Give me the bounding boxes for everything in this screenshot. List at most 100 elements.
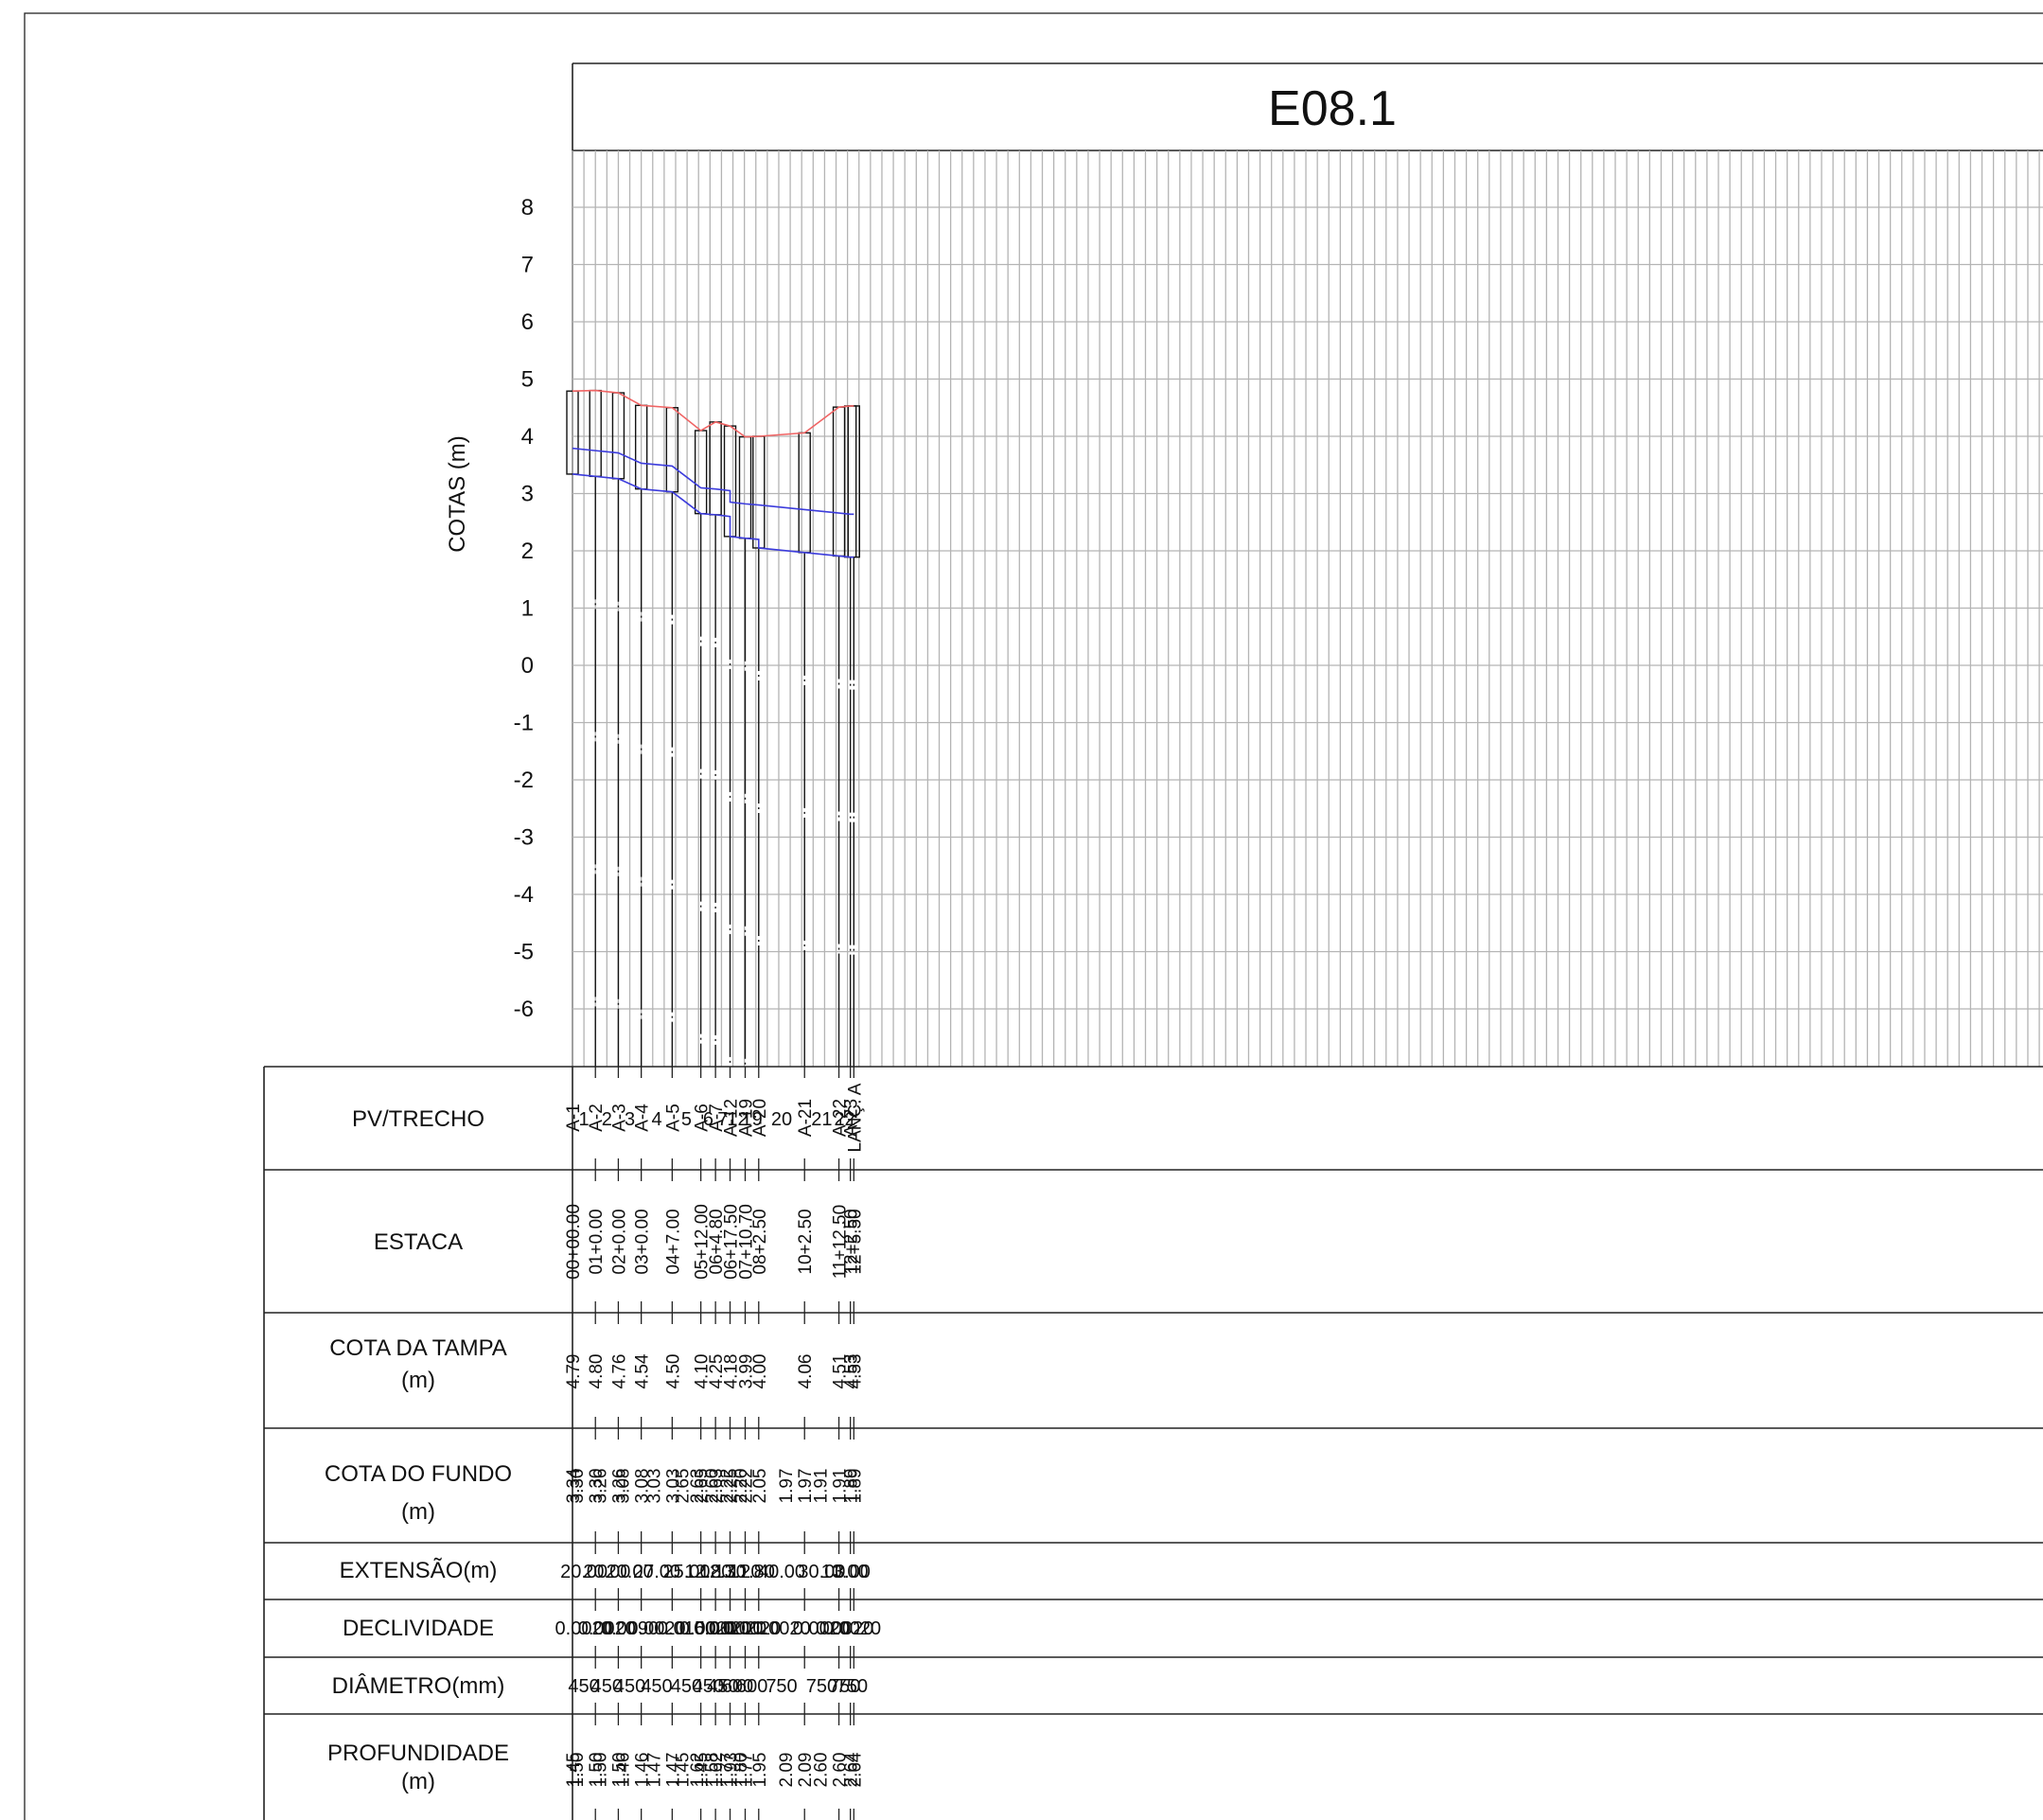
cota-fundo-value: 1.91 [812, 1469, 832, 1504]
cota-tampa-value: 4.00 [750, 1354, 770, 1389]
estaca-value: 11+12.50 [831, 1205, 851, 1279]
extensao-value: 27.00 [633, 1562, 680, 1582]
cota-tampa-value: 4.79 [564, 1354, 584, 1389]
y-tick-label: -3 [514, 825, 534, 851]
diametro-value: 450 [591, 1676, 623, 1697]
estaca-value: 05+12.00 [693, 1204, 713, 1280]
drawing-title: E08.1 [1268, 81, 1397, 136]
profundidade-value: 1.50 [609, 1753, 629, 1788]
profundidade-value: 1.45 [564, 1753, 584, 1788]
row-labels: PV/TRECHO ESTACA COTA DA TAMPA (m) COTA … [325, 1106, 512, 1794]
estaca-value: 04+7.00 [663, 1209, 683, 1274]
y-tick-label: 8 [521, 195, 534, 221]
profundidade-value: 1.77 [717, 1753, 737, 1788]
cota-fundo-value: 3.26 [609, 1469, 629, 1504]
estaca-value: 08+2.50 [750, 1209, 770, 1274]
diametro-value: 450 [671, 1676, 702, 1697]
cota-fundo-value: 1.97 [796, 1469, 816, 1504]
extensao-value: 20.00 [607, 1562, 654, 1582]
cota-tampa-value: 4.18 [722, 1354, 742, 1389]
row-label-diametro: DIÂMETRO(mm) [332, 1673, 505, 1699]
pv-label: A-20 [750, 1099, 770, 1137]
trecho-label: 5 [681, 1109, 692, 1130]
extensao-value: 20.00 [583, 1562, 630, 1582]
declividade-value: 0.0020 [793, 1618, 851, 1639]
row-label-profundidade-unit: (m) [401, 1769, 435, 1794]
profundidade-value: 1.58 [703, 1753, 723, 1788]
y-tick-label: 2 [521, 539, 534, 564]
y-tick-label: 4 [521, 424, 534, 450]
trecho-label: 21 [811, 1109, 832, 1130]
manhole-A-21 [798, 432, 811, 554]
trecho-label: 2 [602, 1109, 612, 1130]
profundidade-value: 1.47 [663, 1753, 683, 1788]
manhole-A-20 [752, 435, 766, 549]
cota-fundo-value: 2.22 [717, 1469, 737, 1504]
row-label-declividade: DECLIVIDADE [343, 1616, 494, 1641]
pv-label: A-23 [842, 1099, 862, 1137]
cota-fundo-value: 3.34 [564, 1468, 584, 1503]
row-label-pv-trecho: PV/TRECHO [352, 1106, 484, 1132]
estaca-value: 01+0.00 [587, 1209, 607, 1274]
pv-label: A-3 [609, 1104, 629, 1132]
pipe-crown-line [572, 447, 854, 516]
cota-fundo-value: 2.22 [736, 1469, 756, 1504]
diametro-value: 600 [722, 1676, 753, 1697]
estaca-value: 03+0.00 [633, 1209, 653, 1274]
pv-label: A-22 [831, 1099, 851, 1137]
estaca-value: 02+0.00 [609, 1209, 629, 1274]
y-tick-label: 6 [521, 309, 534, 335]
y-tick-label: 3 [521, 482, 534, 507]
profundidade-value: 1.45 [693, 1753, 713, 1788]
profundidade-value: 1.46 [614, 1753, 634, 1788]
trecho-label: 3 [625, 1109, 635, 1130]
trecho-label: 22 [834, 1109, 854, 1130]
cota-fundo-value: 3.03 [644, 1469, 664, 1504]
declividade-value: 0.0020 [709, 1618, 766, 1639]
estaca-value: 06+4.80 [707, 1209, 727, 1274]
cota-fundo-value: 1.91 [831, 1469, 851, 1504]
declividade-value: 0.0020 [816, 1618, 873, 1639]
extensao-value: 3.00 [834, 1562, 871, 1582]
manhole-A-23 [843, 405, 857, 558]
extensao-value: 11.80 [729, 1562, 775, 1582]
profundidade-value: 2.64 [842, 1752, 862, 1787]
cota-fundo-value: 2.63 [707, 1469, 727, 1504]
declividade-value: 0.0020 [627, 1618, 685, 1639]
trecho-label: 19 [742, 1109, 763, 1130]
manhole-A-22 [832, 406, 846, 557]
cota-tampa-value: 4.51 [831, 1354, 851, 1389]
extensao-value: 25.00 [662, 1562, 710, 1582]
row-label-cota-fundo: COTA DO FUNDO [325, 1461, 512, 1487]
extensao-value: 12.80 [684, 1562, 731, 1582]
profundidade-value: 1.77 [736, 1753, 756, 1788]
trecho-label: 4 [651, 1109, 661, 1130]
row-label-extensao: EXTENSÃO(m) [340, 1558, 498, 1583]
estaca-value: 07+10.70 [736, 1204, 756, 1280]
profundidade-value: 1.50 [590, 1753, 610, 1788]
diametro-value: 450 [707, 1676, 738, 1697]
cota-fundo-value: 2.20 [731, 1469, 751, 1504]
profundidade-value: 2.09 [777, 1753, 797, 1788]
declividade-value: 0.0090 [601, 1618, 659, 1639]
cota-fundo-value: 3.08 [633, 1469, 653, 1504]
estaca-value: 10+2.50 [796, 1209, 816, 1274]
declividade-value: 0.0020 [679, 1618, 737, 1639]
y-tick-label: 1 [521, 596, 534, 622]
profundidade-value: 2.60 [812, 1753, 832, 1788]
diametro-value: 450 [641, 1676, 672, 1697]
pv-label: A-21 [796, 1099, 816, 1137]
y-tick-label: 0 [521, 653, 534, 679]
cota-fundo-value: 2.05 [750, 1469, 770, 1504]
y-axis-label: COTAS (m) [445, 435, 470, 553]
grid [572, 150, 2043, 1067]
pv-label: A-7 [707, 1104, 727, 1132]
profundidade-value: 1.62 [707, 1753, 727, 1788]
cota-fundo-value: 2.65 [693, 1469, 713, 1504]
trecho-label: 6 [703, 1109, 713, 1130]
manhole-A-6 [694, 430, 708, 515]
trecho-label: 1 [579, 1109, 590, 1130]
y-tick-label: 5 [521, 367, 534, 393]
profundidade-value: 1.46 [633, 1753, 653, 1788]
cota-tampa-value: 4.53 [845, 1354, 865, 1389]
